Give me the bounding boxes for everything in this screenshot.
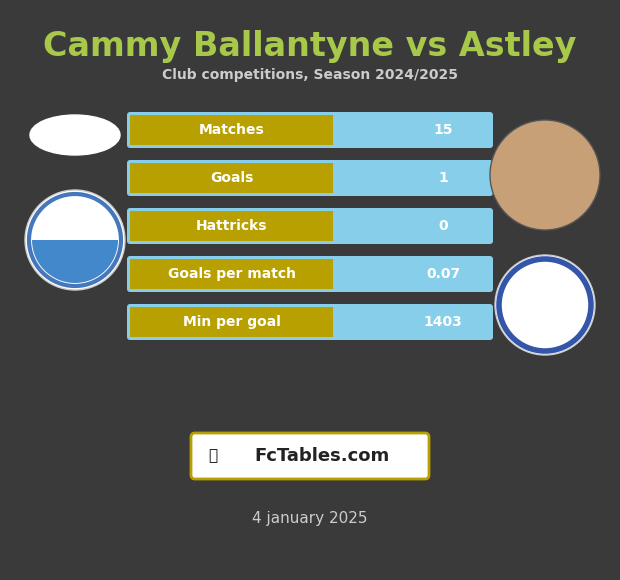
Text: 📊: 📊 xyxy=(208,448,218,463)
Ellipse shape xyxy=(30,115,120,155)
FancyBboxPatch shape xyxy=(127,304,493,340)
Text: 15: 15 xyxy=(433,123,453,137)
Circle shape xyxy=(490,120,600,230)
Text: Min per goal: Min per goal xyxy=(183,315,281,329)
Circle shape xyxy=(495,255,595,355)
FancyBboxPatch shape xyxy=(127,208,493,244)
Text: Cammy Ballantyne vs Astley: Cammy Ballantyne vs Astley xyxy=(43,30,577,63)
Text: Hattricks: Hattricks xyxy=(196,219,267,233)
FancyBboxPatch shape xyxy=(127,112,493,148)
Circle shape xyxy=(29,194,121,286)
FancyBboxPatch shape xyxy=(127,160,493,196)
Text: 4 january 2025: 4 january 2025 xyxy=(252,510,368,525)
FancyBboxPatch shape xyxy=(127,256,493,292)
Text: 1: 1 xyxy=(438,171,448,185)
Text: 0: 0 xyxy=(438,219,448,233)
Text: Goals: Goals xyxy=(210,171,254,185)
Text: FcTables.com: FcTables.com xyxy=(254,447,389,465)
FancyBboxPatch shape xyxy=(127,208,493,244)
FancyBboxPatch shape xyxy=(127,160,493,196)
Text: Matches: Matches xyxy=(199,123,265,137)
Text: 0.07: 0.07 xyxy=(426,267,460,281)
FancyBboxPatch shape xyxy=(127,304,493,340)
Wedge shape xyxy=(32,240,118,283)
FancyBboxPatch shape xyxy=(127,256,493,292)
Circle shape xyxy=(25,190,125,290)
Circle shape xyxy=(499,259,591,351)
Text: 1403: 1403 xyxy=(423,315,463,329)
FancyBboxPatch shape xyxy=(191,433,429,479)
Text: Club competitions, Season 2024/2025: Club competitions, Season 2024/2025 xyxy=(162,68,458,82)
Text: Goals per match: Goals per match xyxy=(167,267,296,281)
FancyBboxPatch shape xyxy=(127,112,493,148)
